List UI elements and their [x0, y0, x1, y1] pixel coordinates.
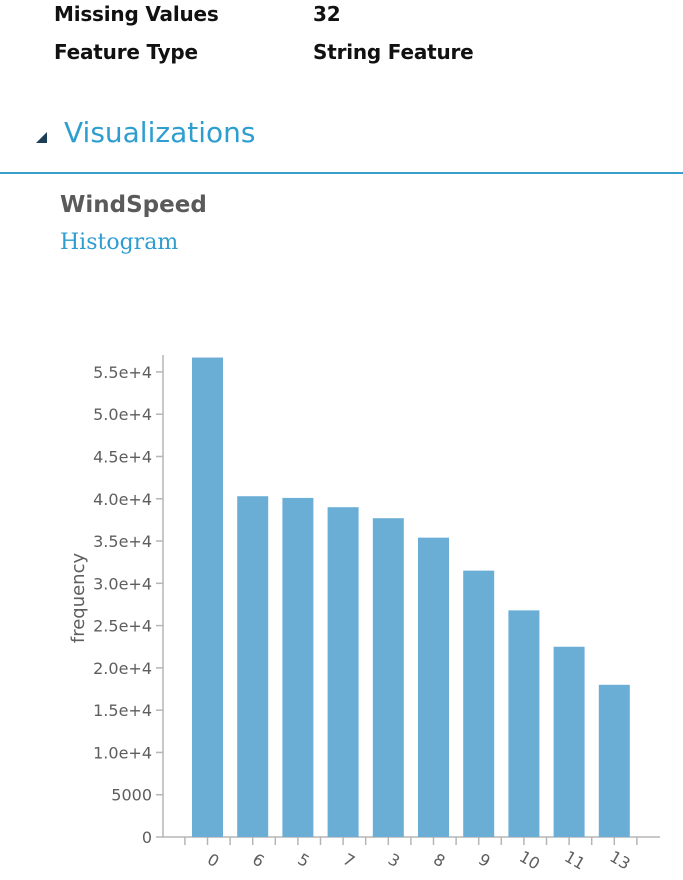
y-axis-title: frequency	[68, 553, 89, 644]
y-tick-label: 4.0e+4	[93, 490, 152, 509]
x-tick-label: 7	[340, 849, 358, 871]
histogram-bar[interactable]	[463, 570, 495, 837]
y-tick-label: 1.5e+4	[93, 701, 152, 720]
histogram-bar[interactable]	[598, 684, 630, 837]
y-tick-label: 5.0e+4	[93, 405, 152, 424]
histogram-bar[interactable]	[372, 518, 404, 837]
y-tick-label: 2.5e+4	[93, 617, 152, 636]
x-tick-label: 0	[204, 849, 222, 871]
property-value: String Feature	[313, 40, 474, 64]
histogram-bar[interactable]	[237, 496, 269, 837]
collapse-triangle-icon[interactable]	[36, 132, 47, 143]
y-tick-label: 2.0e+4	[93, 659, 152, 678]
histogram-bar[interactable]	[282, 497, 314, 837]
y-tick-label: 0	[142, 828, 152, 847]
histogram-bar[interactable]	[418, 537, 449, 837]
y-tick-label: 5000	[111, 786, 152, 805]
y-tick-label: 1.0e+4	[93, 743, 152, 762]
x-tick-label: 3	[385, 849, 403, 871]
x-tick-label: 10	[516, 847, 543, 874]
x-tick-label: 13	[606, 847, 633, 874]
visualization-kind: Histogram	[60, 230, 179, 255]
property-label: Feature Type	[54, 40, 198, 64]
x-tick-label: 8	[430, 849, 448, 871]
property-value: 32	[313, 2, 341, 26]
property-feature-type: Feature Type String Feature	[54, 40, 474, 64]
property-label: Missing Values	[54, 2, 219, 26]
y-tick-label: 4.5e+4	[93, 447, 152, 466]
y-tick-label: 3.0e+4	[93, 574, 152, 593]
bars	[192, 357, 630, 837]
histogram-bar[interactable]	[192, 357, 223, 837]
histogram-bar[interactable]	[508, 610, 540, 837]
x-tick-label: 6	[249, 849, 267, 871]
x-tick-label: 5	[294, 849, 312, 871]
section-title[interactable]: Visualizations	[64, 116, 256, 149]
visualizations-section-header[interactable]: Visualizations	[0, 110, 683, 174]
y-tick-label: 5.5e+4	[93, 363, 152, 382]
y-tick-label: 3.5e+4	[93, 532, 152, 551]
x-tick-label: 9	[475, 849, 493, 871]
histogram-bar[interactable]	[327, 507, 359, 837]
visualization-column-name: WindSpeed	[60, 192, 207, 218]
x-tick-label: 11	[561, 847, 588, 874]
property-missing-values: Missing Values 32	[54, 2, 341, 26]
histogram-bar[interactable]	[553, 646, 585, 837]
